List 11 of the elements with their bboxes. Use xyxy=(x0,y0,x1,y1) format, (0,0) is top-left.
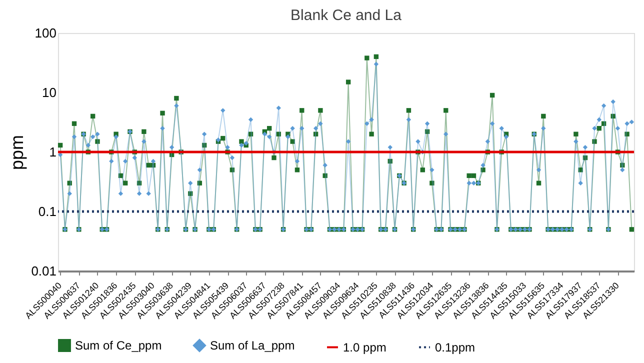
legend-label: 1.0 ppm xyxy=(343,340,386,354)
y-tick-label: 1 xyxy=(49,144,56,160)
legend-label: 0.1ppm xyxy=(435,340,476,354)
legend-label: Sum of La_ppm xyxy=(210,338,295,353)
y-tick-label: 10 xyxy=(42,85,56,100)
y-axis-title: ppm xyxy=(7,134,28,170)
y-tick-label: 0.1 xyxy=(38,204,56,219)
y-tick-label: 0.01 xyxy=(31,264,56,278)
chart-title: Blank Ce and La xyxy=(290,7,402,24)
y-tick-label: 100 xyxy=(34,26,56,40)
legend-label: Sum of Ce_ppm xyxy=(75,338,162,353)
